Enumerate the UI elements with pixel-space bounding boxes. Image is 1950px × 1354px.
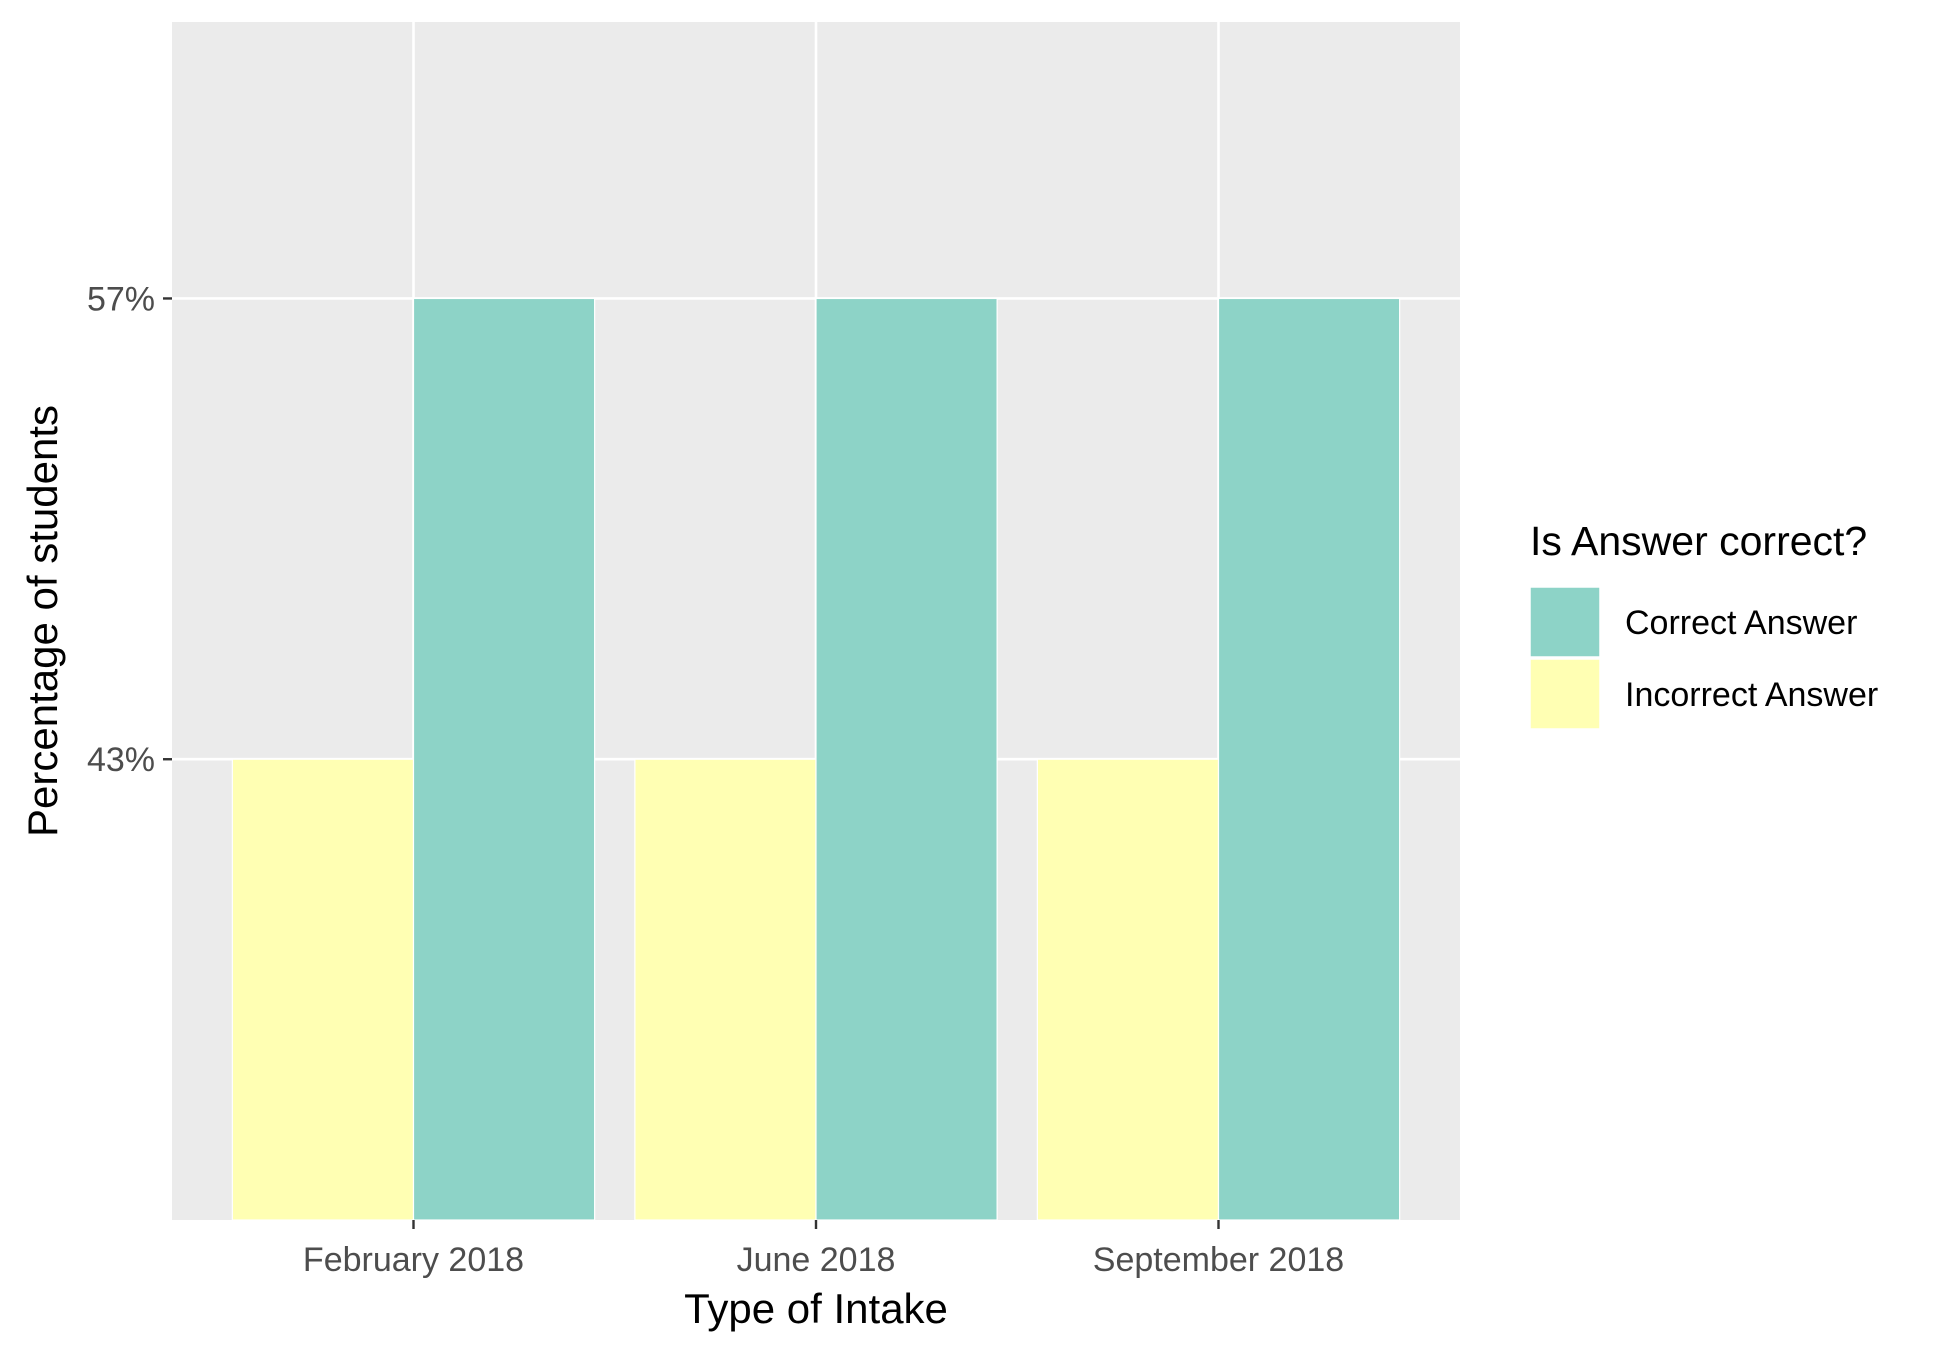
legend-key (1529, 586, 1601, 658)
bar-correct-answer (412, 297, 596, 1221)
legend-title: Is Answer correct? (1530, 518, 1867, 564)
legend-items: Correct Answer Incorrect Answer (1529, 586, 1878, 730)
legend-key (1529, 658, 1601, 730)
bar-incorrect-answer (1036, 758, 1220, 1221)
x-axis: February 2018 June 2018 September 2018 (303, 1220, 1344, 1279)
y-tick-label: 43% (87, 741, 155, 779)
legend: Is Answer correct? Correct Answer Incorre… (1529, 518, 1878, 730)
y-axis-title: Percentage of students (19, 405, 66, 837)
bars (231, 297, 1401, 1221)
bar-incorrect-answer (231, 758, 415, 1221)
y-axis: 43% 57% (87, 280, 172, 779)
bar-incorrect-answer (634, 758, 817, 1221)
x-axis-title: Type of Intake (684, 1285, 948, 1332)
x-tick-label: September 2018 (1093, 1241, 1344, 1279)
legend-label: Incorrect Answer (1625, 676, 1878, 714)
y-tick-label: 57% (87, 280, 155, 318)
bar-correct-answer (1217, 297, 1401, 1221)
x-tick-label: February 2018 (303, 1241, 524, 1279)
bar-correct-answer (815, 297, 998, 1221)
x-tick-label: June 2018 (737, 1241, 896, 1279)
legend-label: Correct Answer (1625, 604, 1857, 642)
